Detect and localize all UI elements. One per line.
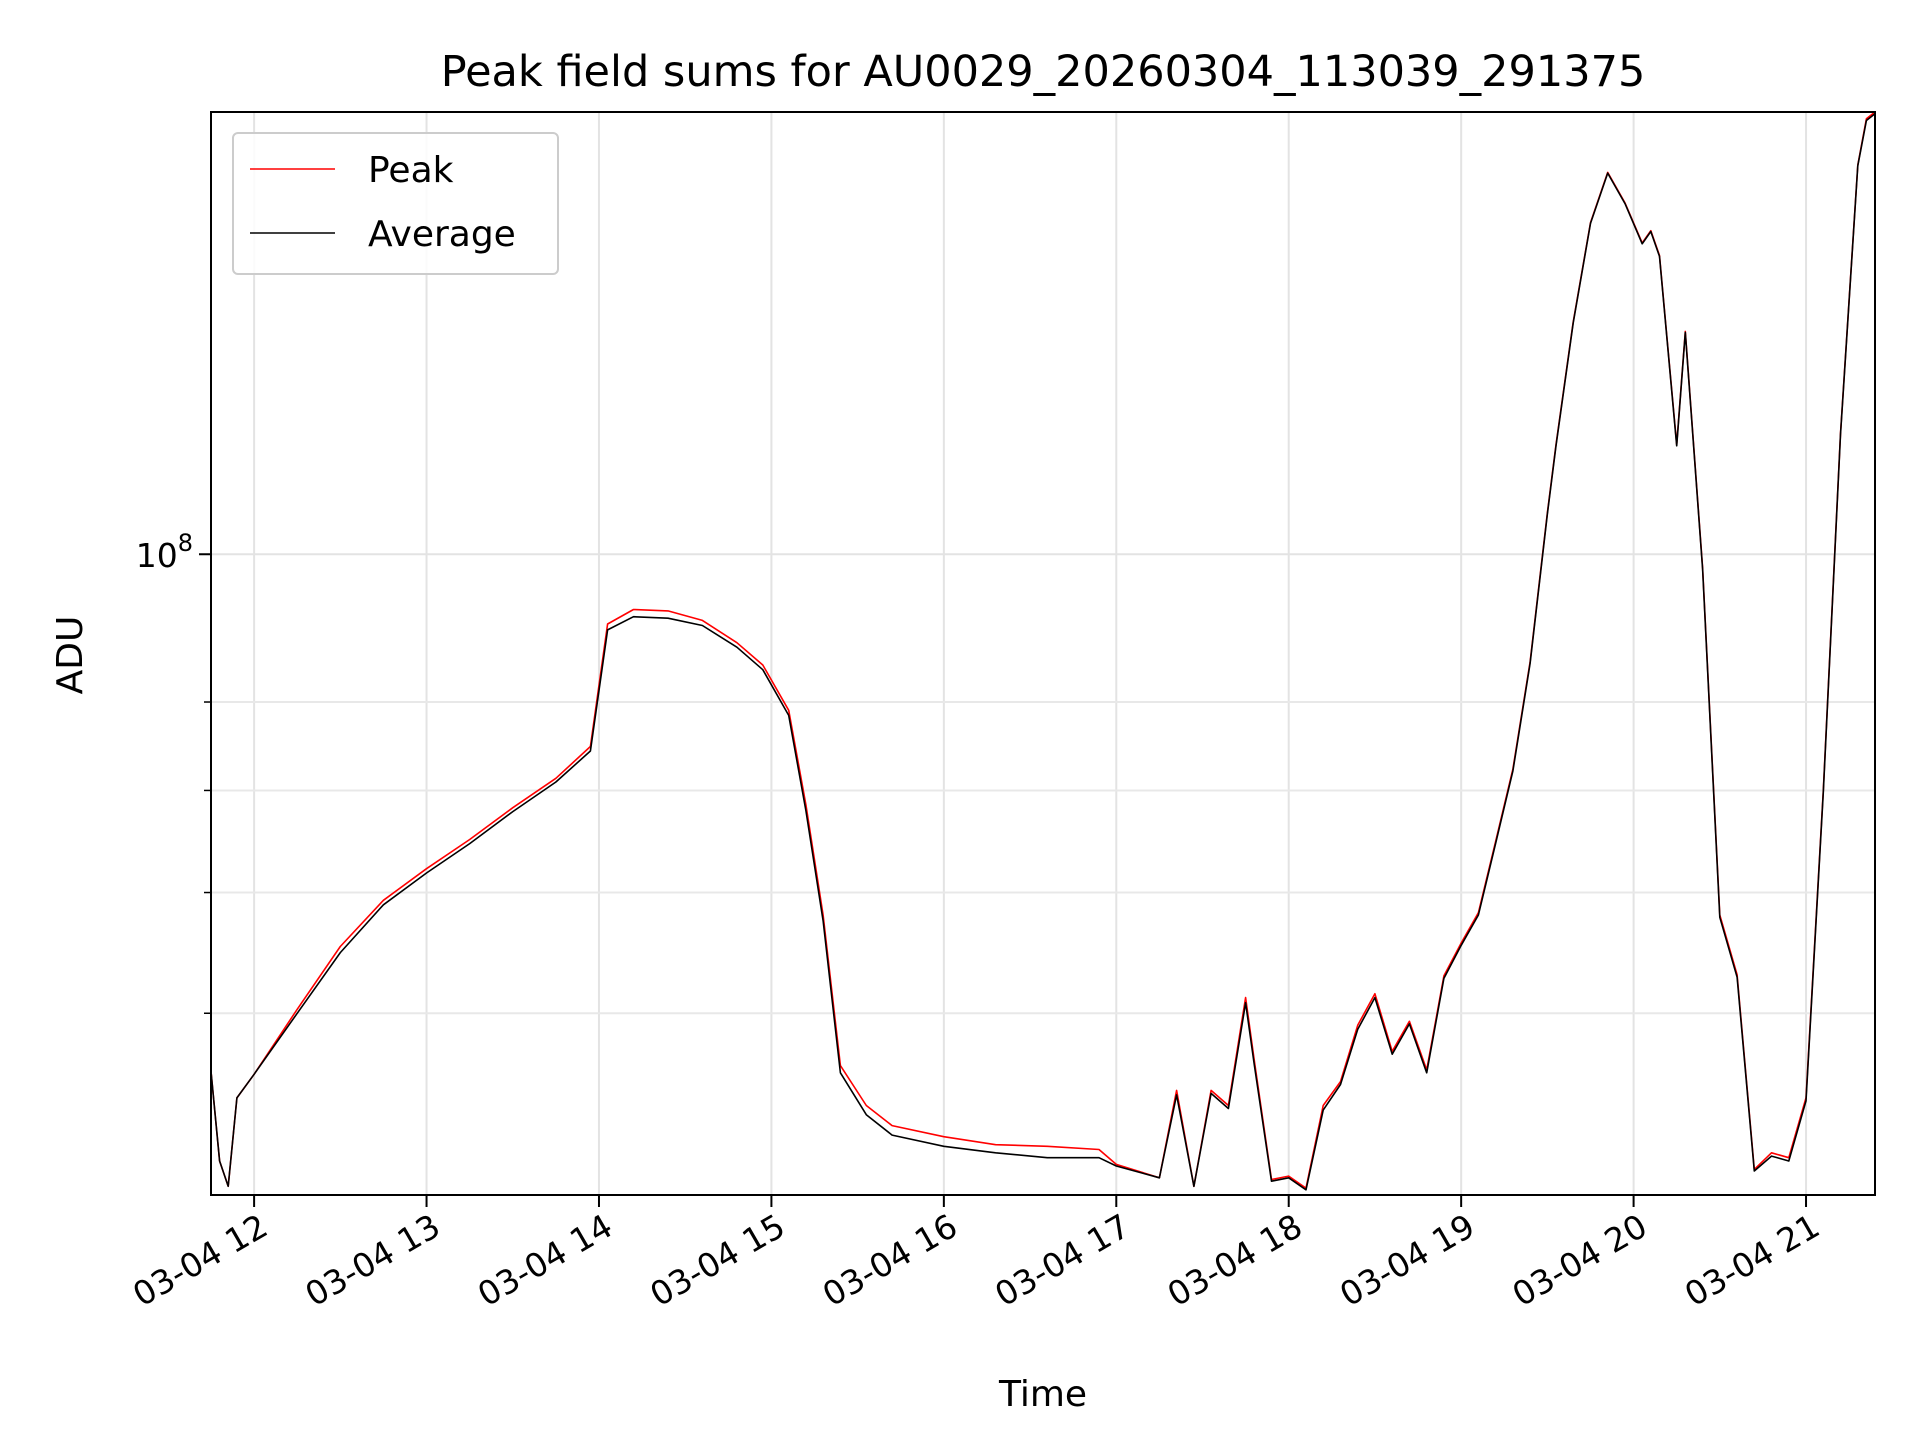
y-axis-label: ADU [50, 616, 91, 695]
plot-frame [210, 111, 1876, 1196]
chart-title: Peak field sums for AU0029_20260304_1130… [441, 47, 1646, 97]
series-line-average [210, 113, 1876, 1191]
legend: Peak Average [232, 132, 559, 275]
series-lines [210, 111, 1876, 1191]
legend-label-average: Average [368, 214, 516, 255]
y-tick-label: 108 [136, 529, 193, 575]
y-tick-label-base: 10 [136, 536, 178, 575]
grid [211, 112, 1875, 1195]
x-axis-label: Time [998, 1374, 1087, 1415]
y-tick-label-exponent: 8 [178, 529, 193, 557]
legend-label-peak: Peak [368, 150, 454, 191]
